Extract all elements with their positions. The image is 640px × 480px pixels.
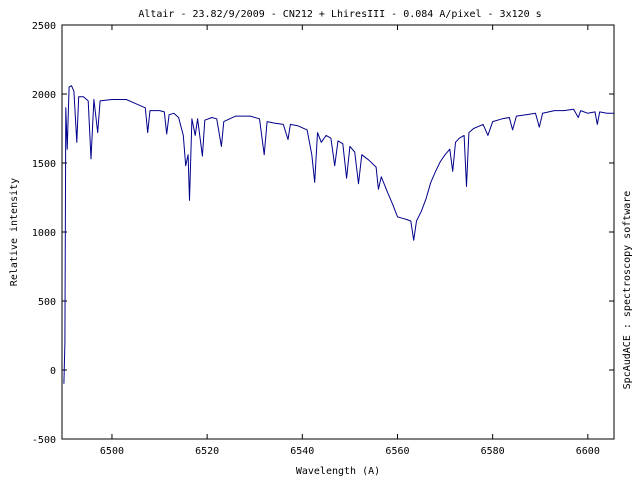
x-tick-label: 6600 [576,446,600,457]
y-axis-ticks: -500 0 500 1000 1500 2000 2500 [32,21,614,446]
y-tick-label: 1500 [32,159,56,170]
y-tick-label: -500 [32,435,56,446]
y-tick-label: 2500 [32,21,56,32]
x-axis-ticks: 6500 6520 6540 6560 6580 6600 [100,25,600,457]
x-tick-label: 6520 [195,446,219,457]
series-line-spectrum [63,85,614,384]
x-axis-label: Wavelength (A) [296,466,380,477]
y-tick-label: 2000 [32,90,56,101]
x-tick-label: 6500 [100,446,124,457]
software-label: SpcAudACE : spectroscopy software [622,191,633,390]
y-tick-label: 1000 [32,228,56,239]
y-tick-label: 0 [50,366,56,377]
x-tick-label: 6580 [481,446,505,457]
y-tick-label: 500 [38,297,56,308]
chart-title: Altair - 23.82/9/2009 - CN212 + LhiresII… [138,9,541,20]
x-tick-label: 6540 [290,446,314,457]
y-axis-label: Relative intensity [9,178,20,286]
x-tick-label: 6560 [385,446,409,457]
